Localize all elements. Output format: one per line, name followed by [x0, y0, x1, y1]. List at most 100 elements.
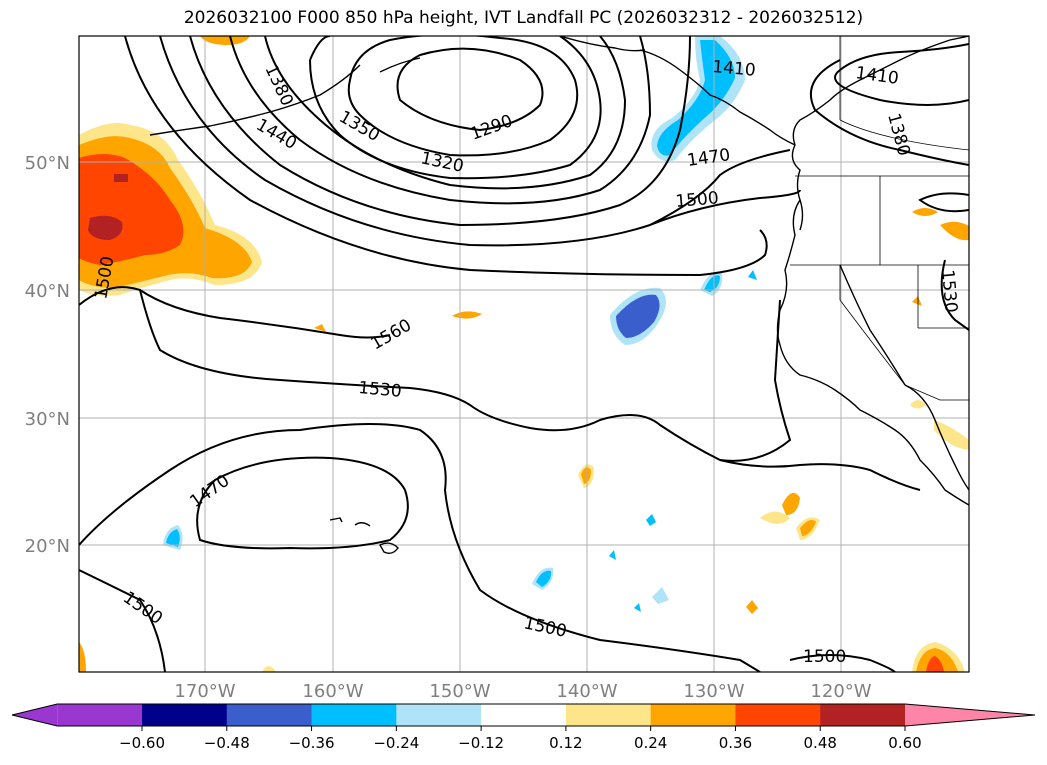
- positive-anomaly-region: [910, 400, 926, 409]
- negative-anomaly-region: [704, 275, 720, 292]
- positive-anomaly-region: [114, 174, 128, 182]
- positive-anomaly-region: [912, 296, 922, 306]
- contour-1410-ne: [834, 43, 969, 106]
- contour-1290: [396, 47, 544, 132]
- positive-anomaly-region: [200, 36, 250, 45]
- colorbar-segment: [57, 704, 142, 726]
- lon-tick-label: 150°W: [429, 681, 490, 702]
- negative-anomaly-region: [609, 550, 616, 560]
- colorbar-tick-label: 0.36: [719, 734, 752, 752]
- positive-anomaly-region: [746, 600, 758, 614]
- colorbar-tick-label: −0.60: [119, 734, 165, 752]
- positive-anomaly-region: [800, 520, 816, 536]
- border: [904, 384, 969, 401]
- colorbar-segment: [735, 704, 821, 726]
- negative-anomaly-region: [748, 270, 757, 280]
- coastline: [904, 384, 969, 491]
- colorbar-segment: [481, 704, 567, 726]
- colorbar-tick-label: −0.12: [458, 734, 504, 752]
- colorbar-segment: [226, 704, 313, 726]
- contour-1500b: [649, 189, 801, 226]
- positive-anomaly-region: [940, 221, 969, 241]
- coastline: [379, 57, 421, 73]
- contour-1500: [124, 36, 768, 277]
- colorbar-segment: [396, 704, 482, 726]
- lon-tick-label: 120°W: [810, 681, 871, 702]
- contour-1500-south: [79, 423, 761, 672]
- lon-tick-label: 140°W: [556, 681, 617, 702]
- coastline: [329, 517, 343, 523]
- contour-1380-ne: [810, 59, 969, 166]
- positive-anomaly-region: [934, 420, 969, 450]
- colorbar-tick-label: −0.24: [373, 734, 419, 752]
- coastline: [776, 36, 969, 506]
- contour-1500-se: [789, 654, 896, 672]
- political-borders: [790, 36, 969, 401]
- coastline: [379, 542, 399, 555]
- contour-1560: [139, 289, 391, 339]
- axis-labels: 170°W 160°W 150°W 140°W 130°W 120°W 50°N…: [25, 153, 872, 702]
- negative-anomaly-region: [166, 529, 180, 547]
- positive-anomaly-region: [79, 642, 86, 672]
- plot-area: [79, 36, 969, 672]
- border: [839, 119, 969, 151]
- plot-frame: [78, 35, 970, 673]
- contour-1530-east: [940, 259, 969, 331]
- positive-anomaly-region: [262, 666, 276, 672]
- lon-tick-label: 130°W: [683, 681, 744, 702]
- contour-1500-sw: [79, 569, 166, 672]
- lon-tick-label: 160°W: [302, 681, 363, 702]
- negative-anomaly-region: [616, 294, 660, 338]
- positive-anomaly-region: [314, 324, 326, 332]
- positive-anomaly-region: [782, 492, 800, 515]
- colorbar-tick-label: 0.24: [634, 734, 667, 752]
- negative-anomaly-region: [652, 587, 669, 604]
- colorbar-tick-label: −0.36: [289, 734, 335, 752]
- lat-tick-label: 40°N: [25, 281, 70, 302]
- contour-1470-hawaii: [196, 456, 409, 550]
- contour-label: 1500: [675, 188, 720, 212]
- contour-ne-small: [918, 192, 969, 213]
- lat-tick-label: 20°N: [25, 536, 70, 557]
- colorbar: −0.60 −0.48 −0.36 −0.24 −0.12 0.12 0.24 0.36 0.4…: [11, 703, 1036, 752]
- contour-label: 1410: [712, 57, 757, 81]
- ivt-shading: [79, 36, 969, 672]
- contour-label: 1530: [937, 269, 961, 314]
- contour-label: 1530: [358, 378, 403, 402]
- lat-tick-label: 30°N: [25, 409, 70, 430]
- positive-anomaly-region: [912, 208, 938, 216]
- colorbar-tick-label: 0.12: [549, 734, 582, 752]
- colorbar-extend-min: [12, 704, 58, 726]
- map-title: 2026032100 F000 850 hPa height, IVT Land…: [183, 8, 864, 28]
- positive-anomaly-region: [760, 511, 790, 524]
- contour-1470: [159, 36, 791, 247]
- contour-1530: [79, 286, 921, 491]
- negative-anomaly-region: [536, 570, 552, 587]
- contour-label: 1500: [803, 647, 846, 667]
- colorbar-tick-label: −0.48: [204, 734, 250, 752]
- coastline: [559, 36, 646, 52]
- coastline: [839, 264, 906, 386]
- contour-1380: [264, 36, 627, 190]
- coastline: [354, 522, 371, 527]
- positive-anomaly-region: [581, 467, 591, 484]
- contour-1440: [189, 36, 691, 227]
- negative-anomaly-region: [634, 603, 641, 612]
- lat-tick-label: 50°N: [25, 153, 70, 174]
- colorbar-segment: [565, 704, 652, 726]
- positive-anomaly-region: [88, 215, 123, 240]
- colorbar-extend-max: [905, 704, 1035, 726]
- negative-anomaly-region: [646, 514, 656, 526]
- colorbar-tick-label: 0.48: [804, 734, 837, 752]
- positive-anomaly-region: [926, 656, 944, 672]
- colorbar-outline: [11, 703, 1036, 727]
- coastline: [799, 199, 804, 231]
- colorbar-segment: [142, 704, 228, 726]
- border: [839, 265, 906, 386]
- colorbar-tick-label: 0.60: [888, 734, 921, 752]
- contour-1530b: [719, 299, 792, 462]
- colorbar-segment: [820, 704, 906, 726]
- negative-anomaly-region: [657, 40, 735, 156]
- contour-1410: [229, 36, 652, 205]
